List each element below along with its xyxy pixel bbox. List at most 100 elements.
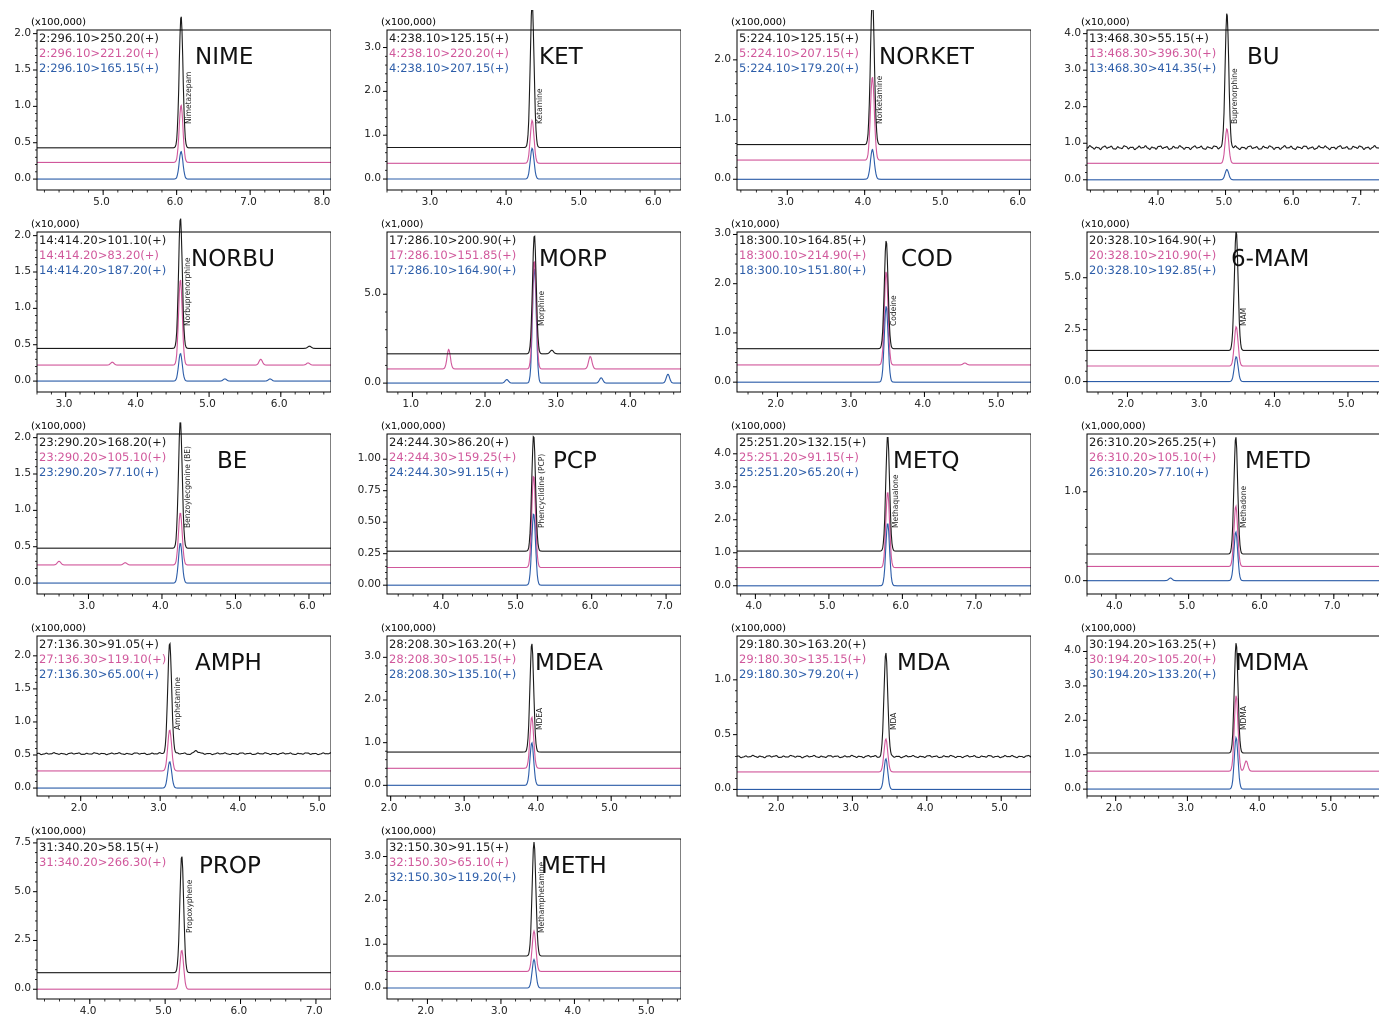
y-tick-label: 5.0 <box>1064 270 1081 283</box>
y-scale-label: (x100,000) <box>731 17 787 28</box>
y-tick-label: 4.0 <box>714 446 731 459</box>
y-tick-label: 1.0 <box>1064 747 1081 760</box>
chromatogram-amph: 0.0 0.5 1.0 1.5 2.0 2.0 3.0 4.0 5.0 (x100,000) 27:… <box>1 616 331 814</box>
x-tick-label: 4.0 <box>914 398 932 410</box>
plot-frame <box>36 635 331 797</box>
y-scale-label: (x100,000) <box>31 623 87 634</box>
plot-frame <box>386 433 681 595</box>
chromatogram-plot <box>33 838 331 1004</box>
y-scale-label: (x1,000,000) <box>381 421 446 432</box>
transition-label-1: 28:208.30>163.20(+) <box>389 637 517 651</box>
x-tick-label: 6.0 <box>1009 196 1027 208</box>
transition-label-3: 24:244.30>91.15(+) <box>389 465 509 479</box>
plot-frame <box>36 433 331 595</box>
y-tick-label: 1.0 <box>364 937 381 950</box>
x-tick-label: 2.0 <box>1117 398 1135 410</box>
x-tick-label: 3.0 <box>842 802 860 814</box>
y-tick-label: 2.0 <box>1064 713 1081 726</box>
x-tick-label: 4.0 <box>79 1005 97 1017</box>
x-tick-label: 6.0 <box>298 600 316 612</box>
chromatogram-plot <box>33 422 331 599</box>
trace-3 <box>37 150 331 180</box>
x-tick-label: 6.0 <box>892 600 910 612</box>
y-tick-label: 2.5 <box>14 933 31 946</box>
x-tick-label: 8.0 <box>313 196 331 208</box>
y-tick-label: 0.0 <box>364 778 381 791</box>
x-tick-label: 3.0 <box>1177 802 1195 814</box>
x-tick-label: 2.0 <box>767 802 785 814</box>
y-tick-label: 3.0 <box>714 479 731 492</box>
trace-1 <box>736 652 1031 759</box>
peak-compound-name: Norbuprenorphine <box>183 257 193 326</box>
chromatogram-plot <box>383 231 681 397</box>
x-tick-label: 4.0 <box>151 600 169 612</box>
transition-label-3: 32:150.30>119.20(+) <box>389 870 517 884</box>
x-tick-label: 5.0 <box>1320 802 1338 814</box>
trace-3 <box>387 513 681 586</box>
trace-3 <box>387 147 681 180</box>
compound-abbreviation: COD <box>901 246 953 272</box>
plot-frame <box>736 29 1031 191</box>
chromatogram-meth: 0.0 1.0 2.0 3.0 2.0 3.0 4.0 5.0 (x100,000) 32:150… <box>351 819 681 1017</box>
chromatogram-plot <box>733 10 1031 195</box>
trace-3 <box>1087 168 1379 181</box>
y-tick-label: 5.0 <box>14 884 31 897</box>
trace-3 <box>737 757 1031 790</box>
y-tick-label: 3.0 <box>714 227 731 240</box>
transition-label-3: 4:238.10>207.15(+) <box>389 61 509 75</box>
y-tick-label: 0.0 <box>364 981 381 994</box>
y-tick-label: 1.0 <box>14 503 31 516</box>
y-scale-label: (x10,000) <box>1081 17 1130 28</box>
y-tick-label: 0.25 <box>357 546 381 559</box>
x-tick-label: 3.0 <box>1190 398 1208 410</box>
compound-abbreviation: NORKET <box>879 44 974 70</box>
transition-label-1: 18:300.10>164.85(+) <box>739 233 867 247</box>
transition-label-3: 14:414.20>187.20(+) <box>39 263 167 277</box>
x-tick-label: 4.0 <box>620 398 637 410</box>
x-tick-label: 7.0 <box>305 1005 323 1017</box>
chromatogram-cod: 0.0 1.0 2.0 3.0 2.0 3.0 4.0 5.0 (x10,000) 18:300.… <box>701 212 1031 410</box>
transition-label-3: 23:290.20>77.10(+) <box>39 465 159 479</box>
peak-compound-name: MDMA <box>1239 706 1249 730</box>
plot-frame <box>36 29 331 191</box>
y-tick-label: 4.0 <box>1064 26 1081 39</box>
trace-2 <box>387 260 681 370</box>
y-tick-label: 0.0 <box>714 578 731 591</box>
trace-1 <box>1087 437 1379 555</box>
chromatogram-plot <box>1083 13 1379 195</box>
transition-label-2: 2:296.10>221.20(+) <box>39 46 159 60</box>
peak-compound-name: Methaqualone <box>890 474 900 528</box>
x-tick-label: 5.0 <box>93 196 110 208</box>
trace-1 <box>737 240 1031 350</box>
chromatogram-plot <box>383 838 681 1004</box>
transition-label-1: 17:286.10>200.90(+) <box>389 233 517 247</box>
transition-label-2: 13:468.30>396.30(+) <box>1089 46 1217 60</box>
plot-frame <box>1086 433 1379 595</box>
transition-label-2: 23:290.20>105.10(+) <box>39 450 167 464</box>
plot-frame <box>736 231 1031 393</box>
plot-frame <box>36 231 331 393</box>
y-tick-label: 2.0 <box>714 276 731 289</box>
trace-3 <box>1087 735 1379 790</box>
peak-compound-name: Norketamine <box>875 75 885 124</box>
transition-label-1: 30:194.20>163.25(+) <box>1089 637 1217 651</box>
trace-3 <box>387 267 681 384</box>
x-tick-label: 5.0 <box>1178 600 1196 612</box>
y-scale-label: (x100,000) <box>731 623 787 634</box>
x-tick-label: 7. <box>1350 196 1361 208</box>
y-tick-label: 1.0 <box>14 714 31 727</box>
trace-3 <box>1087 530 1379 582</box>
transition-label-1: 4:238.10>125.15(+) <box>389 31 509 45</box>
y-tick-label: 2.0 <box>14 648 31 661</box>
trace-3 <box>37 352 331 382</box>
transition-label-1: 5:224.10>125.15(+) <box>739 31 859 45</box>
x-tick-label: 4.0 <box>229 802 247 814</box>
compound-abbreviation: BU <box>1247 44 1280 70</box>
peak-compound-name: Morphine <box>537 290 547 326</box>
compound-abbreviation: BE <box>217 448 248 474</box>
x-tick-label: 5.0 <box>155 1005 172 1017</box>
x-tick-label: 1.0 <box>402 398 420 410</box>
peak-compound-name: Phencyclidine (PCP) <box>536 453 546 528</box>
trace-2 <box>387 475 681 569</box>
trace-2 <box>37 949 331 990</box>
